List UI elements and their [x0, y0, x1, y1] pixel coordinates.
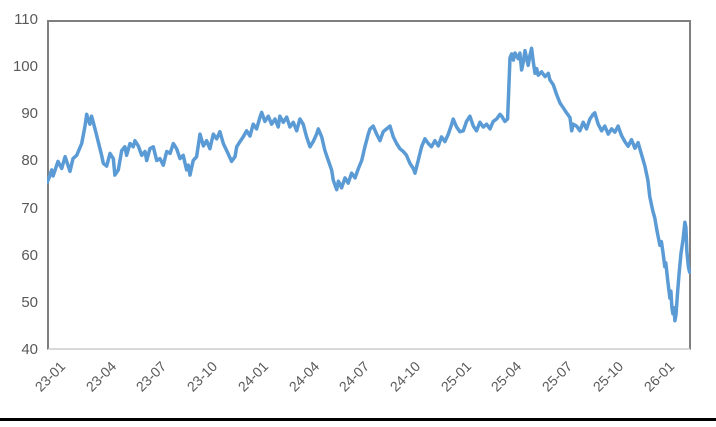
x-tick-label: 24-04 — [285, 358, 322, 395]
y-tick-label: 60 — [21, 246, 38, 264]
y-tick-label: 50 — [21, 293, 38, 311]
y-tick-label: 80 — [21, 152, 38, 170]
x-tick-label: 23-04 — [82, 358, 120, 395]
y-tick-label: 100 — [12, 58, 38, 76]
x-tick-label: 25-10 — [589, 358, 627, 395]
y-tick-label: 70 — [21, 199, 38, 217]
plot-area — [47, 20, 691, 350]
y-tick-label: 40 — [21, 341, 38, 358]
x-tick-label: 23-10 — [183, 358, 221, 395]
x-tick-label: 24-07 — [335, 358, 373, 395]
x-tick-label: 24-01 — [234, 358, 272, 395]
x-tick-label: 26-01 — [640, 358, 677, 395]
y-tick-label: 90 — [21, 105, 38, 123]
line-series — [47, 46, 691, 323]
x-tick-label: 23-01 — [31, 358, 69, 395]
x-tick-label: 25-04 — [488, 358, 525, 395]
y-tick-label: 110 — [14, 11, 38, 28]
x-tick-label: 24-10 — [386, 358, 424, 395]
bottom-separator-bar — [0, 418, 716, 421]
series-polyline — [47, 46, 691, 323]
x-tick-label: 25-01 — [437, 358, 474, 395]
x-tick-label: 23-07 — [133, 358, 170, 395]
x-tick-label: 25-07 — [538, 358, 576, 395]
